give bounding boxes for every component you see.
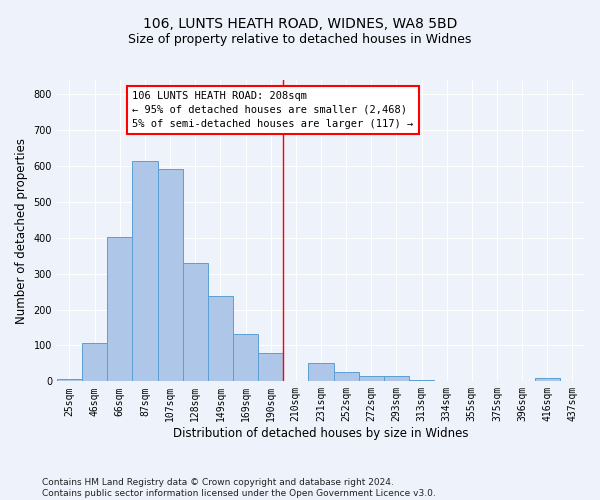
Text: Size of property relative to detached houses in Widnes: Size of property relative to detached ho… [128, 32, 472, 46]
Bar [133, 160, 158, 382]
Bar [258, 354, 283, 382]
Bar [409, 380, 434, 382]
Bar [359, 376, 384, 382]
Bar [182, 263, 208, 382]
Y-axis label: Number of detached properties: Number of detached properties [15, 138, 28, 324]
Bar [82, 343, 107, 382]
Bar [208, 296, 233, 382]
Text: Contains HM Land Registry data © Crown copyright and database right 2024.
Contai: Contains HM Land Registry data © Crown c… [42, 478, 436, 498]
Bar [107, 237, 133, 382]
Bar [158, 169, 182, 382]
Text: 106 LUNTS HEATH ROAD: 208sqm
← 95% of detached houses are smaller (2,468)
5% of : 106 LUNTS HEATH ROAD: 208sqm ← 95% of de… [133, 91, 413, 129]
Text: 106, LUNTS HEATH ROAD, WIDNES, WA8 5BD: 106, LUNTS HEATH ROAD, WIDNES, WA8 5BD [143, 18, 457, 32]
Bar [535, 378, 560, 382]
Bar [334, 372, 359, 382]
Bar [233, 334, 258, 382]
Bar [308, 363, 334, 382]
Bar [384, 376, 409, 382]
Bar [57, 379, 82, 382]
X-axis label: Distribution of detached houses by size in Widnes: Distribution of detached houses by size … [173, 427, 469, 440]
